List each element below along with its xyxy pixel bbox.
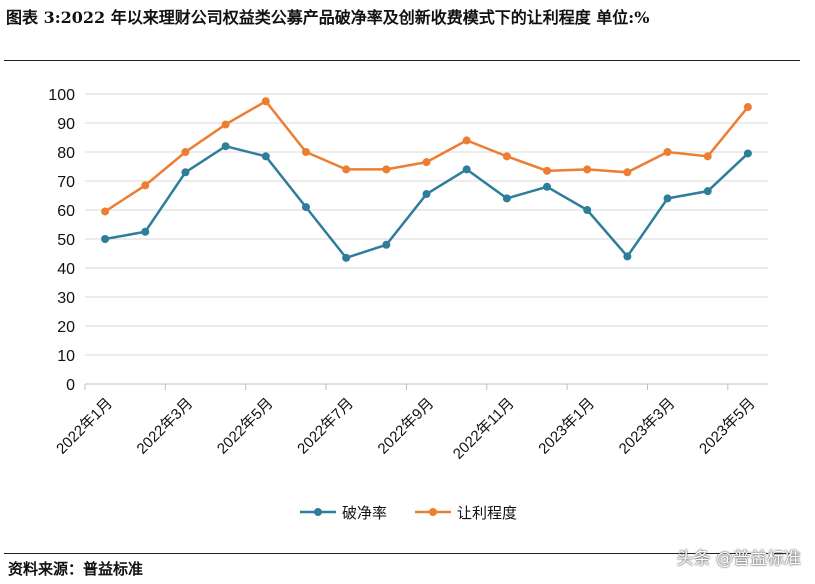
y-tick-label: 80 bbox=[57, 145, 75, 162]
data-point bbox=[181, 148, 190, 156]
data-point bbox=[101, 207, 110, 216]
x-tick-label: 2022年7月 bbox=[294, 395, 357, 458]
data-point bbox=[301, 203, 310, 212]
y-tick-label: 40 bbox=[57, 261, 75, 278]
data-point bbox=[422, 158, 431, 167]
data-point bbox=[301, 148, 310, 156]
data-point bbox=[623, 252, 632, 261]
x-tick-label: 2022年3月 bbox=[134, 395, 197, 458]
source-note: 资料来源：普益标准 bbox=[8, 560, 144, 578]
watermark: 头条 @普益标准 bbox=[676, 549, 801, 569]
data-point bbox=[342, 165, 351, 174]
x-tick-label: 2023年5月 bbox=[696, 395, 759, 458]
data-point bbox=[663, 148, 672, 156]
y-tick-label: 20 bbox=[57, 319, 75, 336]
data-point bbox=[382, 240, 391, 249]
data-point bbox=[462, 165, 471, 174]
data-point bbox=[382, 165, 391, 174]
legend-marker bbox=[429, 508, 437, 516]
data-point bbox=[502, 194, 511, 203]
data-point bbox=[623, 168, 632, 177]
data-point bbox=[543, 182, 552, 191]
y-tick-label: 60 bbox=[57, 203, 75, 220]
x-tick-label: 2022年5月 bbox=[214, 395, 277, 458]
data-point bbox=[743, 149, 752, 158]
source-divider bbox=[4, 553, 800, 554]
data-point bbox=[663, 194, 672, 203]
data-point bbox=[101, 235, 110, 243]
x-tick-label: 2023年1月 bbox=[535, 395, 598, 458]
chart-title: 图表 3:2022 年以来理财公司权益类公募产品破净率及创新收费模式下的让利程度… bbox=[6, 8, 650, 27]
y-tick-label: 70 bbox=[57, 174, 75, 191]
y-tick-label: 0 bbox=[66, 377, 75, 394]
y-tick-label: 30 bbox=[57, 290, 75, 307]
x-tick-label: 2022年11月 bbox=[450, 395, 518, 463]
legend-marker bbox=[314, 508, 322, 516]
x-tick-label: 2022年1月 bbox=[53, 395, 116, 458]
y-tick-label: 50 bbox=[57, 232, 75, 249]
data-point bbox=[261, 152, 270, 161]
data-point bbox=[422, 190, 431, 199]
data-point bbox=[743, 103, 752, 112]
legend-label: 让利程度 bbox=[457, 504, 517, 522]
x-tick-label: 2023年3月 bbox=[616, 395, 679, 458]
data-point bbox=[462, 136, 471, 145]
data-point bbox=[703, 152, 712, 161]
title-divider bbox=[4, 60, 800, 61]
data-point bbox=[502, 152, 511, 161]
data-point bbox=[141, 227, 150, 236]
data-point bbox=[583, 206, 592, 214]
data-point bbox=[342, 253, 351, 262]
data-point bbox=[583, 165, 592, 174]
data-point bbox=[141, 181, 150, 190]
y-tick-label: 90 bbox=[57, 116, 75, 133]
data-point bbox=[221, 120, 230, 129]
legend-label: 破净率 bbox=[342, 504, 387, 522]
x-tick-label: 2022年9月 bbox=[375, 395, 438, 458]
data-point bbox=[543, 166, 552, 175]
data-point bbox=[221, 142, 230, 151]
data-point bbox=[261, 97, 270, 106]
y-tick-label: 100 bbox=[48, 87, 75, 104]
data-point bbox=[703, 187, 712, 196]
data-point bbox=[181, 168, 190, 177]
y-tick-label: 10 bbox=[57, 348, 75, 365]
